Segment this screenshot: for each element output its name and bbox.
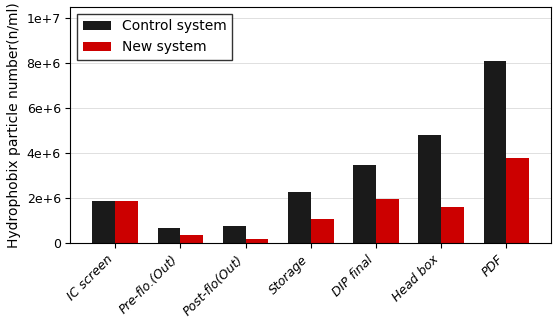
Bar bbox=[484, 61, 507, 243]
Bar bbox=[441, 207, 464, 243]
Bar bbox=[507, 158, 529, 243]
Y-axis label: Hydrophobix particle number(n/ml): Hydrophobix particle number(n/ml) bbox=[7, 2, 21, 248]
Bar bbox=[311, 219, 334, 243]
Legend: Control system, New system: Control system, New system bbox=[78, 14, 232, 60]
Bar bbox=[157, 227, 180, 243]
Bar bbox=[223, 227, 246, 243]
Bar bbox=[115, 201, 138, 243]
Bar bbox=[180, 236, 203, 243]
Bar bbox=[288, 191, 311, 243]
Bar bbox=[92, 201, 115, 243]
Bar bbox=[418, 135, 441, 243]
Bar bbox=[246, 239, 268, 243]
Bar bbox=[376, 200, 399, 243]
Bar bbox=[353, 164, 376, 243]
